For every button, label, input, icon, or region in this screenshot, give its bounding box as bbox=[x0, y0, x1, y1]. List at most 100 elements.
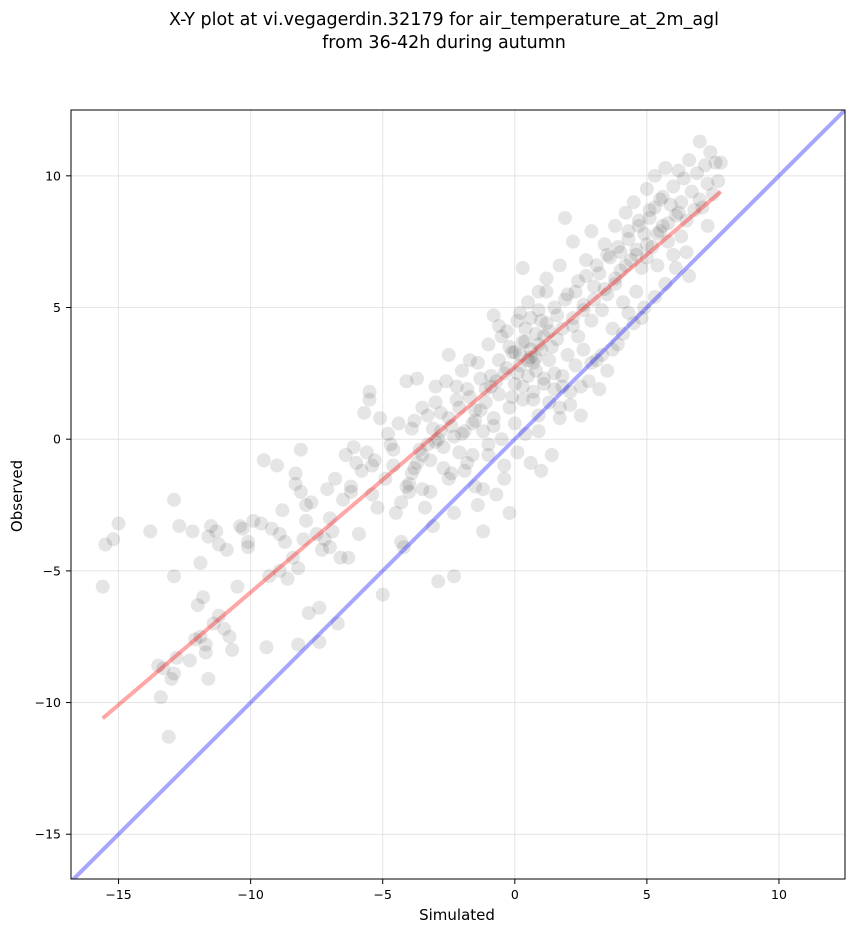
data-point bbox=[594, 347, 609, 362]
y-axis-label: Observed bbox=[8, 460, 26, 532]
data-point bbox=[534, 313, 549, 328]
data-point bbox=[452, 445, 467, 460]
data-point bbox=[275, 503, 290, 518]
data-point bbox=[521, 368, 536, 383]
chart-title-line-1: X-Y plot at vi.vegagerdin.32179 for air_… bbox=[169, 10, 719, 30]
data-point bbox=[647, 168, 662, 183]
data-point bbox=[682, 268, 697, 283]
data-point bbox=[565, 234, 580, 249]
data-point bbox=[565, 318, 580, 333]
data-point bbox=[557, 210, 572, 225]
data-point bbox=[497, 471, 512, 486]
data-point bbox=[502, 400, 517, 415]
data-point bbox=[211, 608, 226, 623]
data-point bbox=[634, 311, 649, 326]
data-point bbox=[684, 184, 699, 199]
data-point bbox=[349, 455, 364, 470]
data-point bbox=[708, 155, 723, 170]
data-point bbox=[219, 542, 234, 557]
data-point bbox=[314, 542, 329, 557]
data-point bbox=[444, 419, 459, 434]
data-point bbox=[468, 403, 483, 418]
data-point bbox=[523, 455, 538, 470]
data-point bbox=[547, 300, 562, 315]
data-point bbox=[299, 498, 314, 513]
data-point bbox=[365, 458, 380, 473]
data-point bbox=[468, 479, 483, 494]
data-point bbox=[616, 326, 631, 341]
data-point bbox=[272, 563, 287, 578]
data-point bbox=[655, 189, 670, 204]
data-point bbox=[491, 318, 506, 333]
data-point bbox=[193, 555, 208, 570]
data-point bbox=[531, 284, 546, 299]
data-point bbox=[447, 505, 462, 520]
data-point bbox=[631, 213, 646, 228]
data-point bbox=[431, 432, 446, 447]
data-point bbox=[354, 463, 369, 478]
data-point bbox=[206, 616, 221, 631]
data-point bbox=[671, 205, 686, 220]
data-point bbox=[449, 392, 464, 407]
data-point bbox=[362, 392, 377, 407]
data-point bbox=[610, 239, 625, 254]
y-tick-label: −5 bbox=[43, 563, 61, 578]
data-point bbox=[312, 600, 327, 615]
data-point bbox=[460, 382, 475, 397]
data-point bbox=[373, 411, 388, 426]
data-point bbox=[613, 245, 628, 260]
data-point bbox=[639, 182, 654, 197]
data-point bbox=[621, 232, 636, 247]
data-point bbox=[592, 266, 607, 281]
data-point bbox=[621, 224, 636, 239]
data-point bbox=[507, 376, 522, 391]
data-point bbox=[526, 384, 541, 399]
data-point bbox=[476, 524, 491, 539]
data-point bbox=[402, 476, 417, 491]
data-point bbox=[557, 292, 572, 307]
plot-frame bbox=[70, 109, 846, 880]
data-point bbox=[262, 569, 277, 584]
data-point bbox=[579, 253, 594, 268]
data-point bbox=[423, 453, 438, 468]
data-point bbox=[666, 179, 681, 194]
data-point bbox=[518, 321, 533, 336]
data-point bbox=[502, 505, 517, 520]
data-point bbox=[190, 598, 205, 613]
data-point bbox=[563, 384, 578, 399]
data-point bbox=[399, 374, 414, 389]
data-point bbox=[423, 484, 438, 499]
x-tick-label: 0 bbox=[511, 887, 519, 902]
data-point bbox=[679, 213, 694, 228]
data-point bbox=[647, 200, 662, 215]
data-point bbox=[304, 495, 319, 510]
data-point bbox=[470, 355, 485, 370]
data-point bbox=[510, 313, 525, 328]
data-point bbox=[301, 606, 316, 621]
data-point bbox=[462, 353, 477, 368]
data-point bbox=[560, 287, 575, 302]
data-point bbox=[531, 337, 546, 352]
data-point bbox=[515, 334, 530, 349]
data-point bbox=[230, 579, 245, 594]
data-point bbox=[655, 218, 670, 233]
data-point bbox=[486, 419, 501, 434]
data-point bbox=[143, 524, 158, 539]
y-tick-label: 5 bbox=[53, 300, 61, 315]
data-point bbox=[547, 382, 562, 397]
data-point bbox=[370, 500, 385, 515]
data-point bbox=[661, 216, 676, 231]
data-point bbox=[491, 353, 506, 368]
data-point bbox=[233, 519, 248, 534]
x-axis-ticks: −15 −10 −5 0 5 10 bbox=[105, 879, 787, 902]
data-point bbox=[240, 540, 255, 555]
data-point bbox=[600, 287, 615, 302]
data-point bbox=[351, 527, 366, 542]
data-point bbox=[291, 561, 306, 576]
data-point bbox=[658, 160, 673, 175]
data-point bbox=[505, 345, 520, 360]
data-point bbox=[531, 408, 546, 423]
data-point bbox=[328, 471, 343, 486]
data-point bbox=[531, 424, 546, 439]
